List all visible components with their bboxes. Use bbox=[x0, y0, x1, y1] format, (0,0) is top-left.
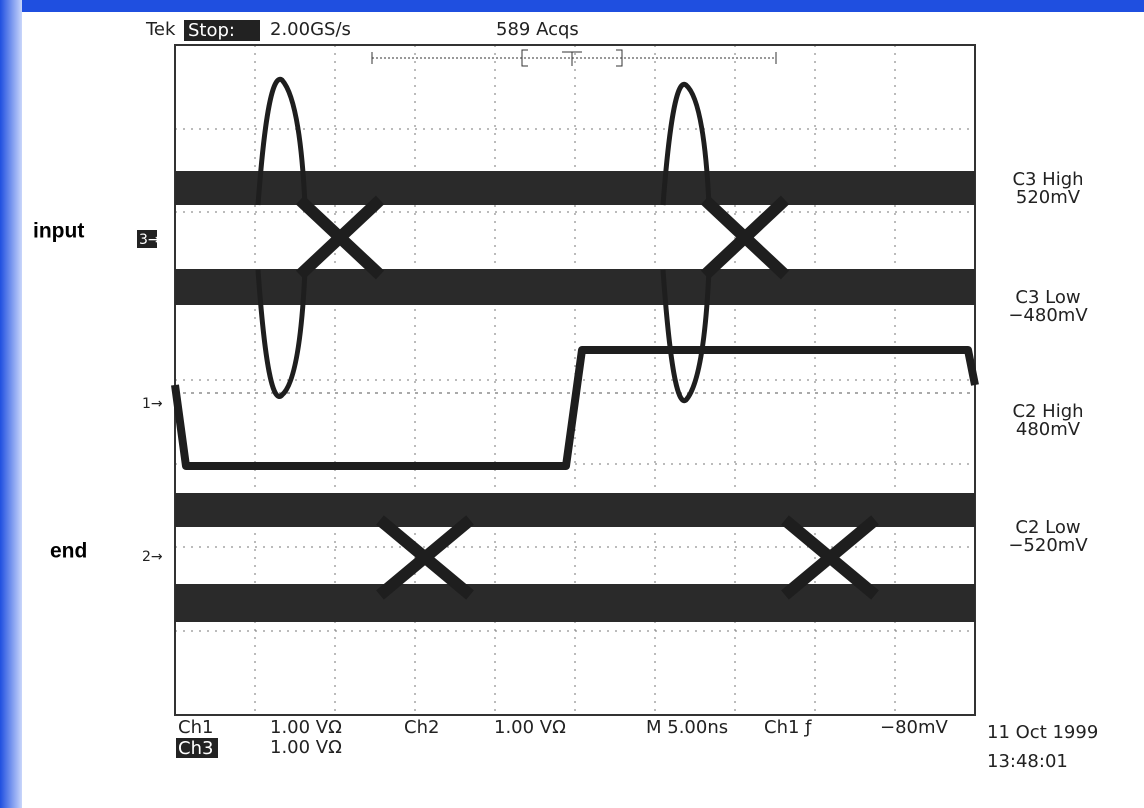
date: 11 Oct 1999 bbox=[987, 722, 1098, 743]
measurement-value: 480mV bbox=[1016, 419, 1081, 440]
top-bar bbox=[0, 0, 1144, 12]
channel-marker: 3→ bbox=[139, 232, 160, 248]
trace-label: end bbox=[50, 540, 87, 563]
channel-scale: 1.00 VΩ bbox=[270, 737, 342, 758]
trace-label: input bbox=[33, 220, 84, 243]
acquisitions: 589 Acqs bbox=[496, 19, 579, 40]
measurement-value: −520mV bbox=[1008, 535, 1088, 556]
status: Stop: bbox=[188, 20, 235, 41]
sample-rate: 2.00GS/s bbox=[270, 19, 351, 40]
channel: Ch3 bbox=[178, 738, 213, 759]
time: 13:48:01 bbox=[987, 751, 1068, 772]
slide: Tek Stop: 2.00GS/s 589 Acqs bbox=[0, 0, 1144, 808]
brand: Tek bbox=[145, 19, 176, 40]
timebase: M 5.00ns bbox=[646, 717, 728, 738]
channel-marker: 2→ bbox=[142, 549, 163, 565]
channel-scale: 1.00 VΩ bbox=[494, 717, 566, 738]
measurement-value: 520mV bbox=[1016, 187, 1081, 208]
channel-scale: 1.00 VΩ bbox=[270, 717, 342, 738]
channel: Ch2 bbox=[404, 717, 439, 738]
measurement-value: −480mV bbox=[1008, 305, 1088, 326]
trigger-level: −80mV bbox=[880, 717, 949, 738]
trigger: Ch1 ƒ bbox=[764, 717, 812, 738]
channel: Ch1 bbox=[178, 717, 213, 738]
left-bar bbox=[0, 0, 22, 808]
channel-marker: 1→ bbox=[142, 396, 163, 412]
